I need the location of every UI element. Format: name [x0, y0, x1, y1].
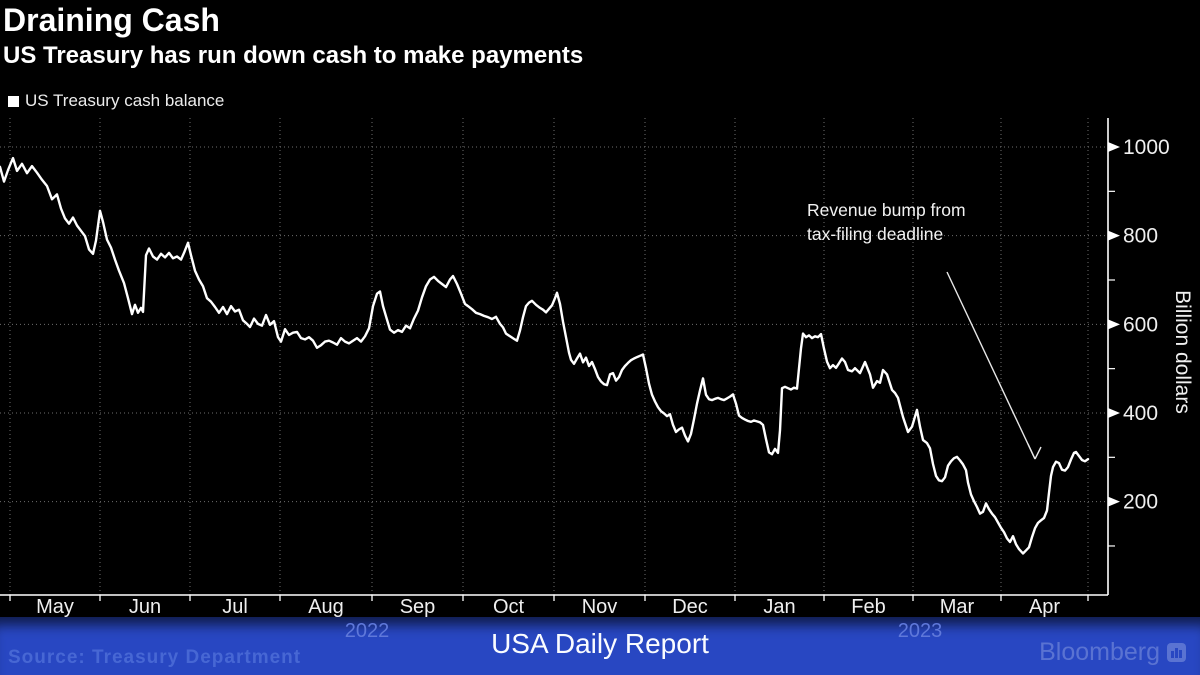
x-tick-label: Sep: [400, 596, 436, 618]
y-tick-label: 800: [1123, 225, 1158, 248]
chart-title: Draining Cash: [3, 2, 220, 38]
x-tick-label: Aug: [308, 596, 344, 618]
x-tick-label: Jul: [222, 596, 248, 618]
bloomberg-wordmark: Bloomberg: [1039, 638, 1160, 666]
y-major-tick: [1108, 319, 1120, 330]
annotation-line-1: Revenue bump from: [807, 200, 966, 220]
x-tick-label: Jun: [129, 596, 161, 618]
annotation-line-2: tax-filing deadline: [807, 224, 944, 244]
x-tick-label: May: [36, 596, 74, 618]
annotation-arrowhead: [1027, 443, 1036, 460]
y-major-tick: [1108, 496, 1120, 507]
cash-balance-line: [0, 156, 1090, 555]
x-tick-label: Mar: [940, 596, 975, 618]
x-tick-label: Apr: [1029, 596, 1060, 618]
legend: US Treasury cash balance: [8, 91, 224, 111]
y-tick-label: 200: [1123, 491, 1158, 514]
x-tick-label: Feb: [851, 596, 885, 618]
x-tick-label: Dec: [672, 596, 708, 618]
year-label-2022: 2022: [344, 620, 390, 642]
bloomberg-logo-icon: [1167, 643, 1186, 662]
footer-band: 2022 2023 USA Daily Report Source: Treas…: [0, 617, 1200, 675]
x-tick-label: Oct: [493, 596, 525, 618]
y-tick-label: 400: [1123, 402, 1158, 425]
annotation-arrow: [946, 271, 1036, 460]
bloomberg-brand: Bloomberg: [1039, 638, 1186, 667]
y-major-tick: [1108, 142, 1120, 152]
y-tick-label: 600: [1123, 313, 1158, 336]
x-tick-label: Jan: [763, 596, 795, 618]
source-label: Source: Treasury Department: [8, 647, 302, 668]
annotation-arrowhead: [1034, 446, 1042, 460]
y-major-tick: [1108, 230, 1120, 241]
annotation-text: Revenue bump from tax-filing deadline: [807, 198, 966, 246]
report-title: USA Daily Report: [491, 628, 709, 659]
year-label-2023: 2023: [897, 620, 943, 642]
y-major-tick: [1108, 407, 1120, 418]
legend-square-icon: [8, 95, 19, 107]
y-axis-title: Billion dollars: [1171, 290, 1194, 414]
chart-subtitle: US Treasury has run down cash to make pa…: [3, 42, 584, 69]
legend-label: US Treasury cash balance: [25, 91, 225, 110]
x-tick-label: Nov: [582, 596, 618, 618]
y-tick-label: 1000: [1123, 136, 1170, 159]
